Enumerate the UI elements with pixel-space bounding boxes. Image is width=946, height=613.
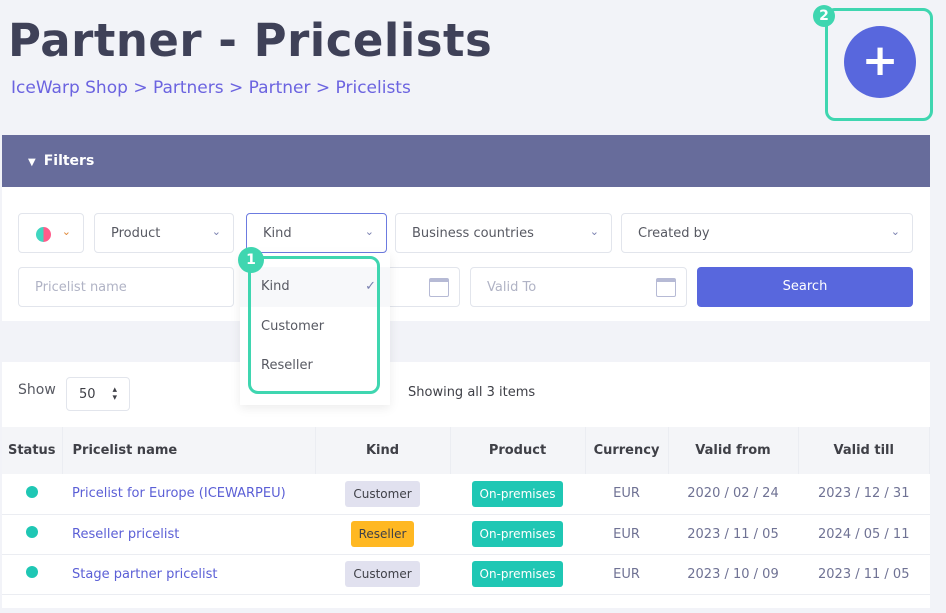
breadcrumb-separator: > [229, 78, 244, 98]
status-active-icon [26, 485, 38, 498]
valid-to-input[interactable]: Valid To [470, 267, 687, 307]
chevron-down-icon: ⌄ [364, 225, 374, 238]
add-pricelist-button[interactable]: + [844, 26, 916, 98]
pricelist-name-link[interactable]: Stage partner pricelist [72, 566, 218, 582]
items-summary: Showing all 3 items [408, 385, 536, 400]
kind-badge: Customer [345, 561, 420, 587]
pricelist-name-link[interactable]: Reseller pricelist [72, 526, 180, 542]
breadcrumb-separator: > [315, 78, 331, 98]
highlight-box-1 [248, 256, 380, 394]
annotation-badge-2: 2 [813, 5, 835, 27]
product-badge: On-premises [471, 561, 564, 587]
breadcrumb-pricelists[interactable]: Pricelists [335, 78, 411, 98]
column-header-currency[interactable]: Currency [585, 427, 669, 474]
kind-badge: Customer [345, 480, 420, 507]
highlight-box-2 [825, 8, 933, 121]
valid-from-cell: 2023 / 11 / 05 [668, 514, 798, 555]
show-label: Show [18, 382, 56, 398]
kind-option-customer[interactable]: Customer [261, 319, 325, 334]
valid-till-cell: 2023 / 12 / 31 [798, 474, 930, 515]
chevron-down-icon: ⌄ [890, 225, 900, 238]
pricelist-name-input[interactable]: Pricelist name [18, 267, 234, 307]
column-header-kind[interactable]: Kind [315, 427, 451, 474]
kind-option-reseller[interactable]: Reseller [261, 358, 313, 373]
valid-from-cell: 2020 / 02 / 24 [668, 474, 798, 515]
valid-till-cell: 2023 / 11 / 05 [798, 554, 930, 595]
table-row[interactable]: Reseller pricelist Reseller On-premises … [2, 514, 930, 555]
created-by-label: Created by [638, 226, 710, 241]
filters-title: Filters [43, 153, 95, 169]
business-countries-label: Business countries [412, 226, 534, 241]
created-by-select[interactable]: Created by ⌄ [621, 213, 913, 253]
column-header-valid-from[interactable]: Valid from [668, 427, 799, 474]
product-badge: On-premises [471, 480, 564, 507]
currency-cell: EUR [585, 474, 668, 515]
currency-cell: EUR [585, 554, 668, 595]
page-title: Partner - Pricelists [8, 14, 493, 67]
sort-arrows-icon: ▴ ▾ [112, 385, 117, 403]
column-header-pricelist-name[interactable]: Pricelist name [62, 427, 316, 474]
currency-cell: EUR [585, 514, 668, 555]
status-active-icon [26, 526, 38, 538]
pricelist-name-link[interactable]: Pricelist for Europe (ICEWARPEU) [72, 486, 286, 502]
page-size-select[interactable]: 50 ▴ ▾ [66, 377, 130, 411]
valid-to-placeholder: Valid To [487, 280, 537, 295]
column-header-valid-till[interactable]: Valid till [798, 427, 930, 474]
breadcrumb: IceWarp Shop > Partners > Partner > Pric… [11, 78, 411, 98]
status-active-icon [26, 566, 38, 578]
product-badge: On-premises [471, 521, 564, 547]
checkmark-icon: ✓ [365, 279, 376, 294]
breadcrumb-icewarp-shop[interactable]: IceWarp Shop [11, 78, 128, 98]
column-header-product[interactable]: Product [450, 427, 586, 474]
kind-dropdown-menu: Kind ✓ Customer Reseller [240, 253, 390, 405]
calendar-icon[interactable] [429, 278, 449, 297]
kind-option-kind[interactable]: Kind ✓ [240, 267, 390, 307]
caret-down-icon: ▼ [28, 157, 36, 168]
product-select-label: Product [111, 226, 161, 241]
filters-toggle[interactable]: ▼ Filters [2, 135, 930, 187]
color-swatch-icon [36, 227, 51, 242]
color-select[interactable]: ⌄ [18, 213, 84, 253]
page-size-value: 50 [79, 387, 96, 402]
business-countries-select[interactable]: Business countries ⌄ [395, 213, 612, 253]
kind-select-label: Kind [263, 226, 292, 241]
chevron-down-icon: ⌄ [61, 225, 71, 238]
kind-select[interactable]: Kind ⌄ [246, 213, 387, 253]
breadcrumb-partners[interactable]: Partners [152, 78, 224, 98]
breadcrumb-partner[interactable]: Partner [248, 78, 311, 98]
search-button[interactable]: Search [697, 267, 913, 307]
valid-from-cell: 2023 / 10 / 09 [668, 554, 798, 595]
option-label: Kind [261, 279, 290, 294]
chevron-down-icon: ⌄ [589, 225, 599, 238]
kind-badge: Reseller [350, 521, 415, 547]
chevron-down-icon: ⌄ [211, 225, 221, 238]
breadcrumb-separator: > [133, 78, 148, 98]
calendar-icon[interactable] [656, 278, 676, 297]
pricelist-table: Status Pricelist name Kind Product Curre… [2, 427, 930, 595]
table-row[interactable]: Pricelist for Europe (ICEWARPEU) Custome… [2, 474, 930, 515]
product-select[interactable]: Product ⌄ [94, 213, 234, 253]
annotation-badge-1: 1 [238, 247, 264, 273]
table-row[interactable]: Stage partner pricelist Customer On-prem… [2, 554, 930, 595]
column-header-status[interactable]: Status [2, 427, 63, 474]
valid-till-cell: 2024 / 05 / 11 [798, 514, 930, 555]
